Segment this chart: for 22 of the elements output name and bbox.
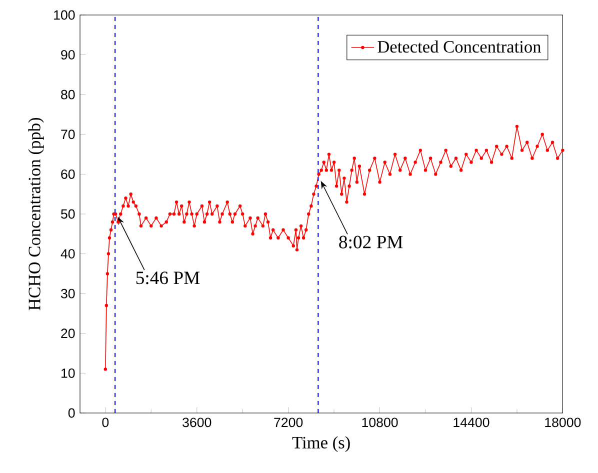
x-tick-label: 18000 <box>545 418 581 428</box>
y-axis-title: HCHO Concentration (ppb) <box>28 118 44 310</box>
y-tick-label: 60 <box>61 169 75 179</box>
x-axis-title: Time (s) <box>292 436 350 452</box>
y-tick-label: 80 <box>61 90 75 100</box>
legend-label: Detected Concentration <box>378 40 542 53</box>
x-tick-label: 10800 <box>362 418 398 428</box>
y-tick-label: 70 <box>61 130 75 140</box>
y-tick-label: 40 <box>60 249 75 258</box>
y-tick-label: 90 <box>61 50 75 60</box>
y-tick-label: 30 <box>60 288 75 298</box>
x-tick-label: 14400 <box>454 418 490 428</box>
y-tick-label: 100 <box>54 10 75 20</box>
x-tick-label: 3600 <box>182 418 212 428</box>
y-tick-label: 50 <box>61 209 75 219</box>
x-tick-label: 7200 <box>274 418 303 428</box>
y-tick-label: 0 <box>68 408 75 418</box>
y-tick-label: 20 <box>61 328 75 338</box>
annotation: 8:02 PM <box>339 236 403 248</box>
annotation: 5:46 PM <box>136 272 200 284</box>
y-tick-label: 10 <box>61 368 75 378</box>
x-tick-label: 0 <box>102 418 109 428</box>
